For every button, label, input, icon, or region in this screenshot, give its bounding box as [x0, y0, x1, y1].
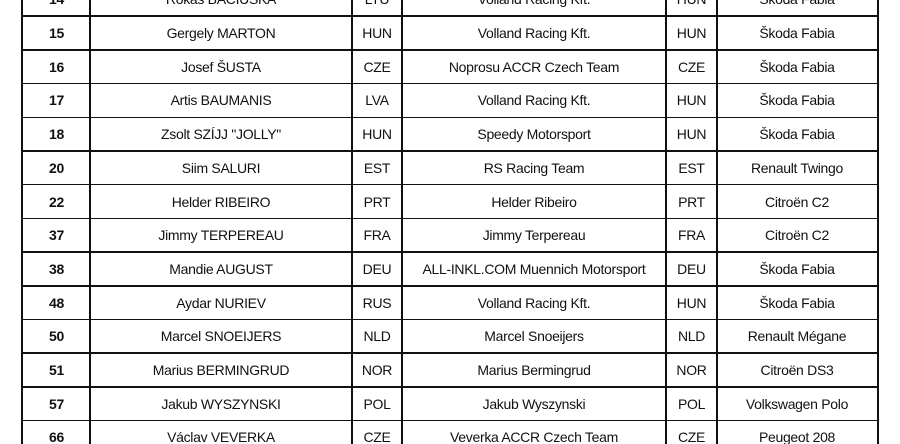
driver-nationality: RUS [351, 285, 403, 321]
car-number: 38 [21, 251, 91, 287]
car-model: Škoda Fabia [716, 0, 879, 17]
driver-name: Zsolt SZÍJJ "JOLLY" [89, 116, 353, 152]
car-model: Citroën DS3 [716, 352, 879, 388]
car-number: 18 [21, 116, 91, 152]
driver-name: Siim SALURI [89, 150, 353, 186]
driver-nationality: HUN [351, 116, 403, 152]
team-name: Marcel Snoeijers [401, 318, 667, 354]
car-number: 66 [21, 419, 91, 444]
team-nationality: HUN [665, 15, 718, 51]
driver-nationality: FRA [351, 217, 403, 253]
car-number: 15 [21, 15, 91, 51]
driver-nationality: NLD [351, 318, 403, 354]
team-nationality: HUN [665, 116, 718, 152]
team-name: Volland Racing Kft. [401, 285, 667, 321]
car-model: Volkswagen Polo [716, 386, 879, 422]
driver-name: Jimmy TERPEREAU [89, 217, 353, 253]
car-model: Škoda Fabia [716, 82, 879, 119]
driver-nationality: PRT [351, 183, 403, 220]
driver-nationality: CZE [351, 419, 403, 444]
team-nationality: HUN [665, 82, 718, 119]
driver-name: Jakub WYSZYNSKI [89, 386, 353, 422]
driver-nationality: DEU [351, 251, 403, 287]
team-name: Volland Racing Kft. [401, 0, 667, 17]
driver-name: Václav VEVERKA [89, 419, 353, 444]
team-name: Speedy Motorsport [401, 116, 667, 152]
team-name: Jimmy Terpereau [401, 217, 667, 253]
team-nationality: PRT [665, 183, 718, 220]
team-name: RS Racing Team [401, 150, 667, 186]
car-model: Renault Twingo [716, 150, 879, 186]
team-name: Volland Racing Kft. [401, 82, 667, 119]
team-nationality: DEU [665, 251, 718, 287]
car-number: 37 [21, 217, 91, 253]
car-model: Škoda Fabia [716, 49, 879, 85]
driver-nationality: CZE [351, 49, 403, 85]
car-model: Citroën C2 [716, 183, 879, 220]
driver-nationality: NOR [351, 352, 403, 388]
driver-name: Marius BERMINGRUD [89, 352, 353, 388]
car-model: Renault Mégane [716, 318, 879, 354]
team-name: Noprosu ACCR Czech Team [401, 49, 667, 85]
team-nationality: NOR [665, 352, 718, 388]
car-number: 50 [21, 318, 91, 354]
driver-name: Artis BAUMANIS [89, 82, 353, 119]
car-number: 14 [21, 0, 91, 17]
car-model: Škoda Fabia [716, 116, 879, 152]
car-number: 57 [21, 386, 91, 422]
driver-name: Helder RIBEIRO [89, 183, 353, 220]
team-nationality: EST [665, 150, 718, 186]
team-nationality: CZE [665, 419, 718, 444]
team-nationality: FRA [665, 217, 718, 253]
driver-name: Aydar NURIEV [89, 285, 353, 321]
team-name: ALL-INKL.COM Muennich Motorsport [401, 251, 667, 287]
driver-nationality: POL [351, 386, 403, 422]
car-number: 20 [21, 150, 91, 186]
driver-name: Mandie AUGUST [89, 251, 353, 287]
driver-nationality: EST [351, 150, 403, 186]
team-nationality: NLD [665, 318, 718, 354]
car-model: Citroën C2 [716, 217, 879, 253]
car-number: 51 [21, 352, 91, 388]
team-nationality: HUN [665, 0, 718, 17]
team-nationality: POL [665, 386, 718, 422]
driver-nationality: HUN [351, 15, 403, 51]
car-number: 16 [21, 49, 91, 85]
team-name: Volland Racing Kft. [401, 15, 667, 51]
car-model: Škoda Fabia [716, 285, 879, 321]
team-name: Helder Ribeiro [401, 183, 667, 220]
team-name: Marius Bermingrud [401, 352, 667, 388]
car-number: 48 [21, 285, 91, 321]
car-number: 17 [21, 82, 91, 119]
car-model: Škoda Fabia [716, 251, 879, 287]
team-name: Veverka ACCR Czech Team [401, 419, 667, 444]
driver-name: Rokas BAČIUŠKA [89, 0, 353, 17]
driver-name: Josef ŠUSTA [89, 49, 353, 85]
team-nationality: HUN [665, 285, 718, 321]
driver-nationality: LTU [351, 0, 403, 17]
car-model: Škoda Fabia [716, 15, 879, 51]
team-name: Jakub Wyszynski [401, 386, 667, 422]
driver-name: Marcel SNOEIJERS [89, 318, 353, 354]
car-model: Peugeot 208 [716, 419, 879, 444]
driver-name: Gergely MARTON [89, 15, 353, 51]
driver-nationality: LVA [351, 82, 403, 119]
team-nationality: CZE [665, 49, 718, 85]
car-number: 22 [21, 183, 91, 220]
